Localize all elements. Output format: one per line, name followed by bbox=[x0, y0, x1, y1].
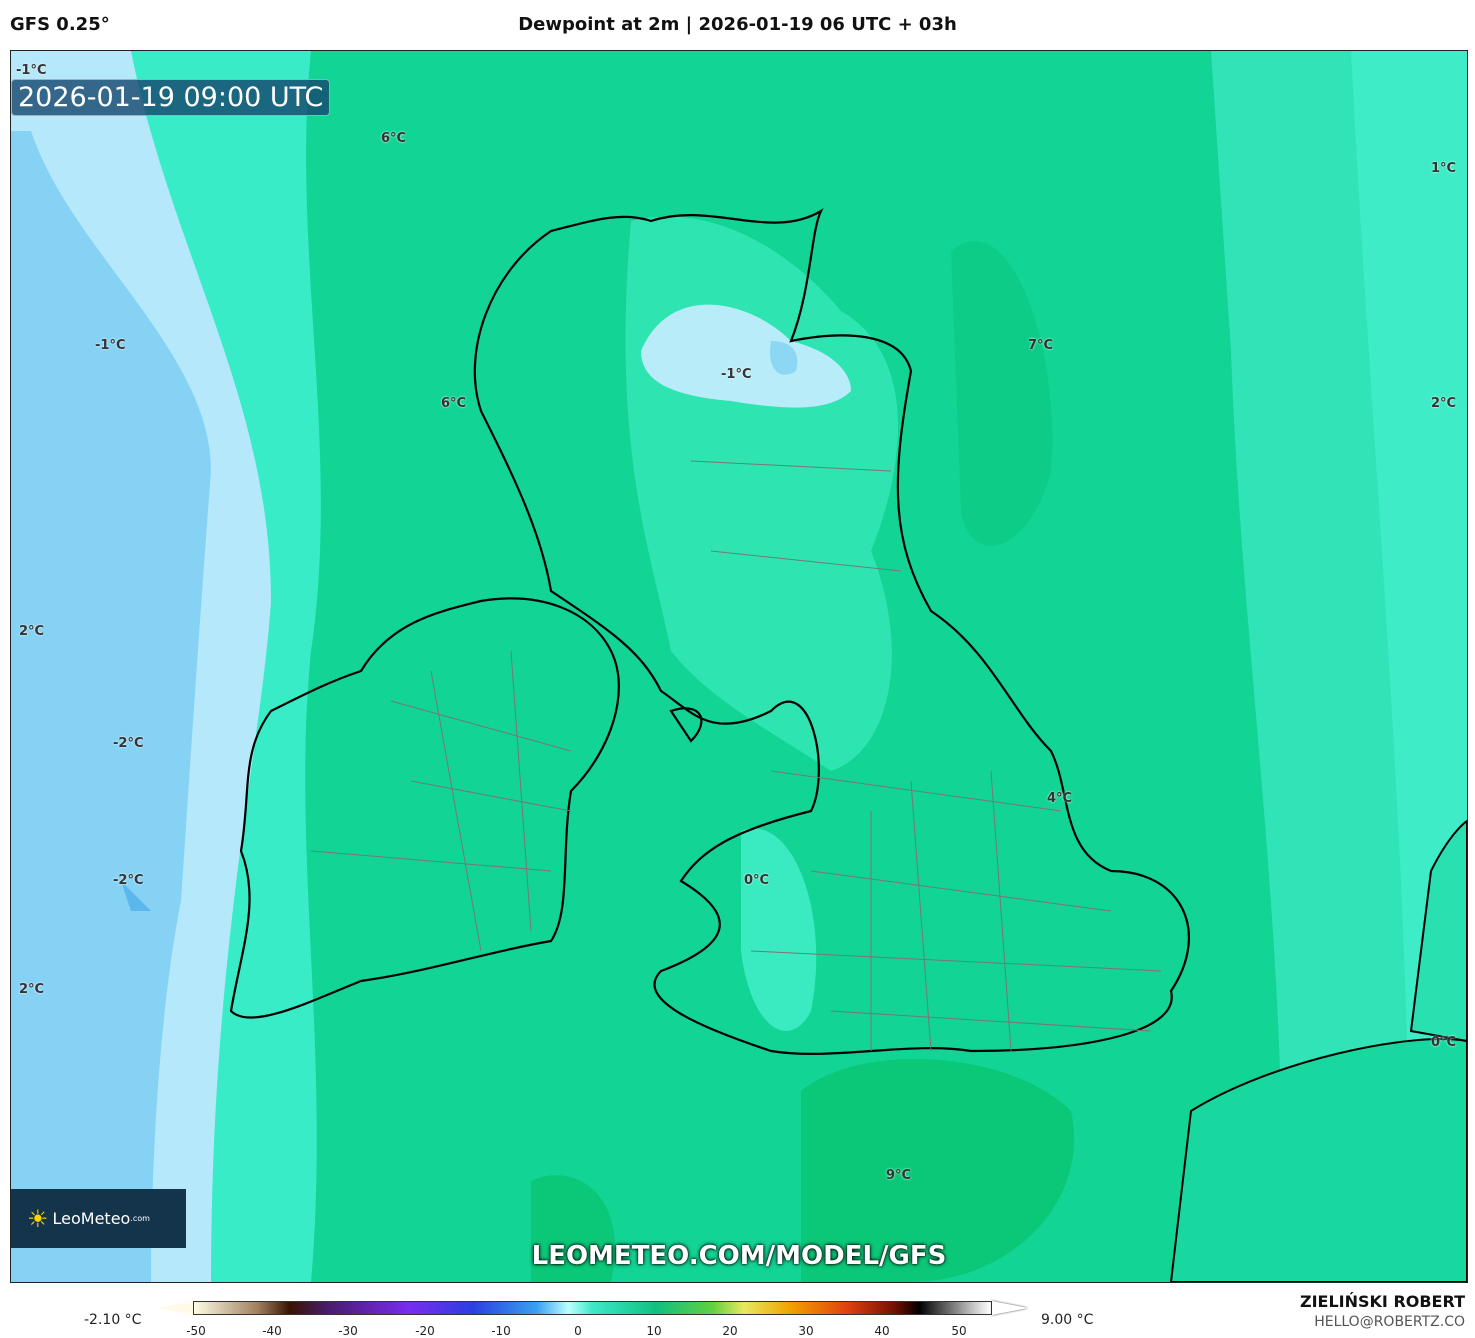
watermark-url: LEOMETEO.COM/MODEL/GFS bbox=[531, 1241, 947, 1271]
colorbar-tick: -10 bbox=[491, 1324, 511, 1338]
contour-label: -1°C bbox=[16, 63, 47, 78]
contour-label: 0°C bbox=[744, 873, 770, 888]
contour-label: -1°C bbox=[721, 367, 752, 382]
logo-suffix: .com bbox=[130, 1214, 150, 1223]
contour-label: 9°C bbox=[886, 1168, 912, 1183]
contour-label: -2°C bbox=[113, 873, 144, 888]
colorbar-tick: 40 bbox=[874, 1324, 890, 1338]
colorbar-tick: 50 bbox=[951, 1324, 967, 1338]
dewpoint-map[interactable]: 2026-01-19 09:00 UTC -1°C 6°C 1°C -1°C 6… bbox=[10, 50, 1468, 1283]
colorbar-min-arrow bbox=[157, 1301, 193, 1315]
contour-label: 2°C bbox=[19, 982, 45, 997]
colorbar-tick: 20 bbox=[722, 1324, 738, 1338]
colorbar-tick: 0 bbox=[574, 1324, 582, 1338]
contour-label: 2°C bbox=[19, 624, 45, 639]
contour-label: -1°C bbox=[95, 338, 126, 353]
colorbar-tick: 10 bbox=[646, 1324, 662, 1338]
contour-label: 2°C bbox=[1431, 396, 1457, 411]
sun-icon: ☀ bbox=[27, 1204, 49, 1233]
map-field bbox=[11, 51, 1467, 1282]
field-min: -2.10 °C bbox=[84, 1312, 142, 1328]
author-name: ZIELIŃSKI ROBERT bbox=[1299, 1292, 1465, 1311]
map-title: Dewpoint at 2m | 2026-01-19 06 UTC + 03h bbox=[518, 14, 957, 35]
color-scale-legend: -2.10 °C -50 -40 -30 -20 -10 0 10 20 30 … bbox=[0, 1290, 1475, 1338]
contour-label: 1°C bbox=[1431, 161, 1457, 176]
colorbar-tick: -30 bbox=[338, 1324, 358, 1338]
colorbar-tick: -40 bbox=[262, 1324, 282, 1338]
colorbar-tick: 30 bbox=[798, 1324, 814, 1338]
colorbar-tick: -20 bbox=[415, 1324, 435, 1338]
colorbar-max-arrow bbox=[992, 1301, 1028, 1315]
field-max: 9.00 °C bbox=[1041, 1312, 1094, 1328]
colorbar bbox=[193, 1301, 992, 1315]
logo-text: LeoMeteo bbox=[52, 1209, 131, 1228]
author-email: HELLO@ROBERTZ.CO bbox=[1314, 1314, 1465, 1330]
contour-label: 0°C bbox=[1431, 1035, 1457, 1050]
contour-label: 7°C bbox=[1028, 338, 1054, 353]
contour-label: 4°C bbox=[1047, 791, 1073, 806]
contour-label: -2°C bbox=[113, 736, 144, 751]
valid-time-badge: 2026-01-19 09:00 UTC bbox=[11, 79, 331, 116]
contour-label: 6°C bbox=[381, 131, 407, 146]
contour-label: 6°C bbox=[441, 396, 467, 411]
leometeo-logo[interactable]: ☀ LeoMeteo .com bbox=[11, 1189, 186, 1248]
model-name: GFS 0.25° bbox=[10, 14, 110, 35]
colorbar-tick: -50 bbox=[186, 1324, 206, 1338]
